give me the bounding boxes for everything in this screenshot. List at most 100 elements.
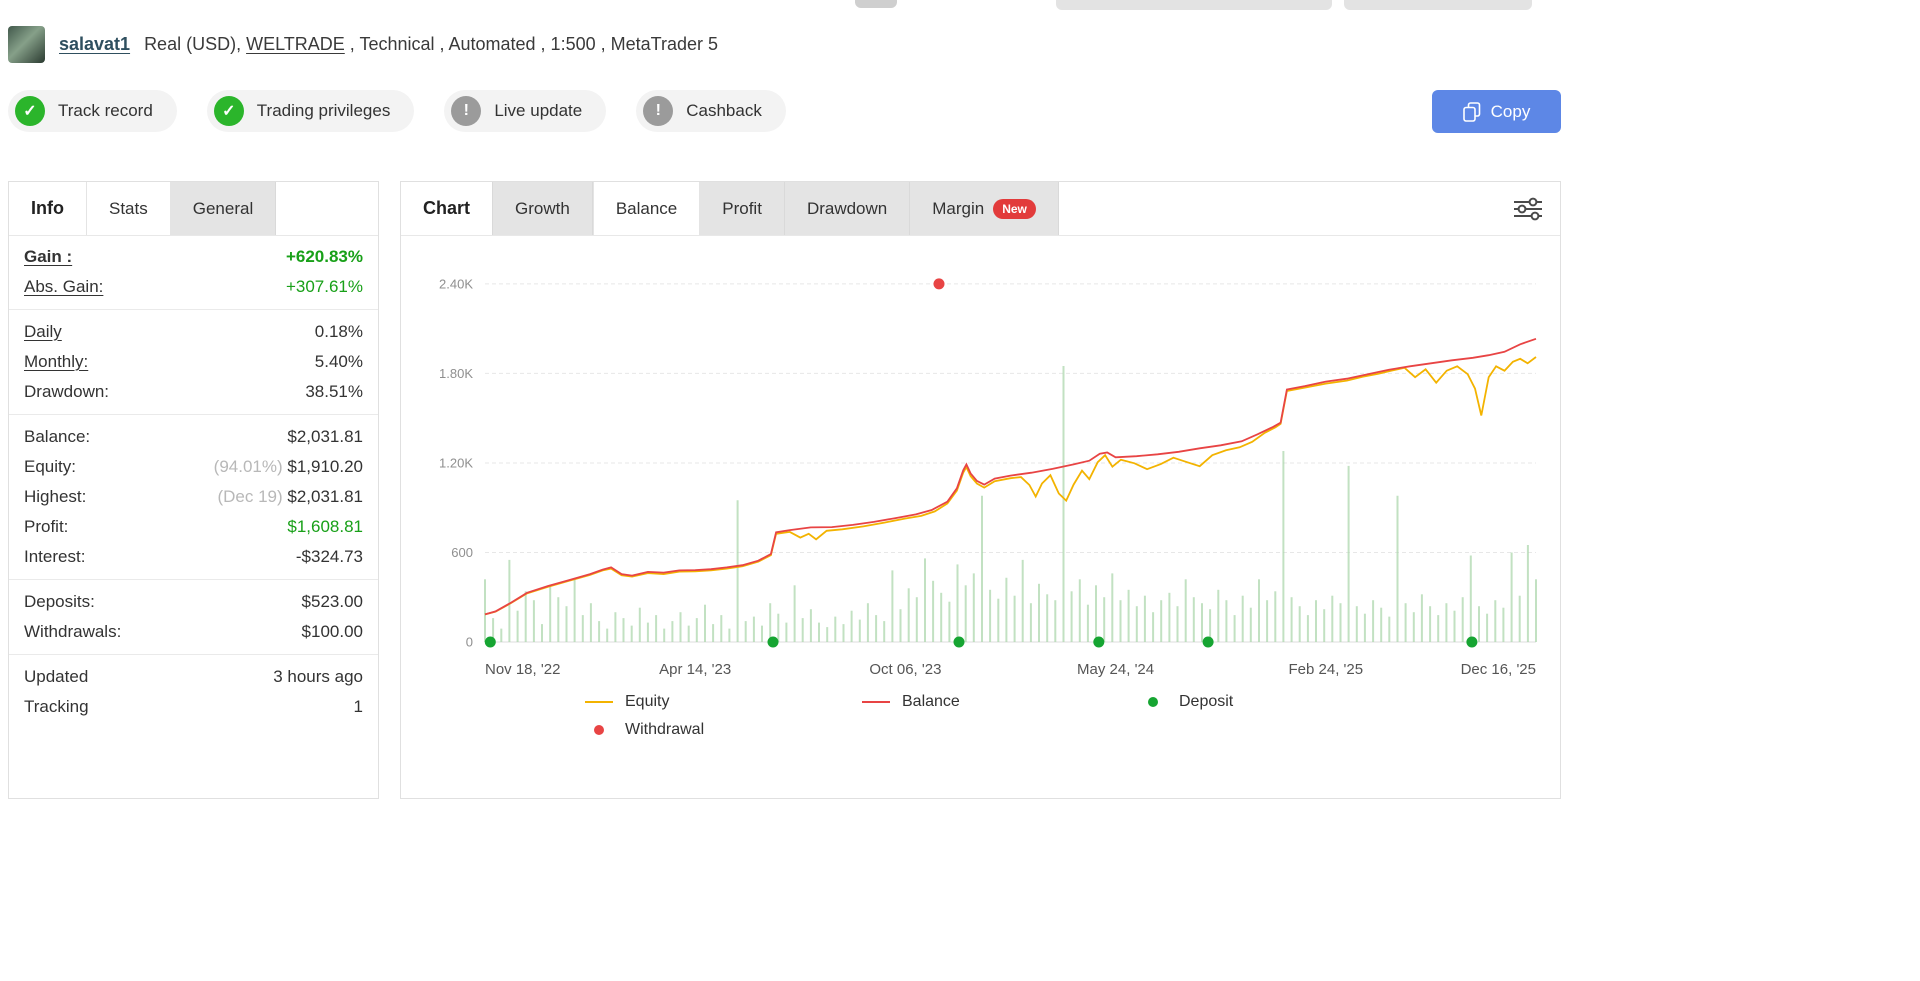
tab-drawdown[interactable]: Drawdown [784,182,911,235]
account-details: Real (USD), WELTRADE , Technical , Autom… [144,34,718,55]
cropped-toolbar-button [1056,0,1332,10]
info-circle-icon: ! [451,96,482,126]
stat-label[interactable]: Monthly: [24,352,89,371]
badge-label: Live update [494,101,583,120]
tab-balance[interactable]: Balance [592,182,701,235]
badge-trading-privileges[interactable]: ✓ Trading privileges [206,90,415,132]
legend-equity[interactable]: Equity [585,693,862,711]
stat-label[interactable]: Abs. Gain: [24,277,104,296]
equity-line [484,356,1537,616]
broker-link[interactable]: WELTRADE [246,34,345,54]
stat-value: 0.18% [314,322,363,341]
tab-growth[interactable]: Growth [492,182,593,235]
account-header: salavat1 Real (USD), WELTRADE , Technica… [8,26,1561,63]
tab-margin[interactable]: Margin New [910,182,1059,235]
legend-balance[interactable]: Balance [862,693,1139,711]
tab-label: Profit [722,198,762,218]
stat-row: Gain : +620.83% [24,242,363,272]
avatar[interactable] [8,26,45,63]
stat-value: 38.51% [305,382,363,401]
deposit-marker [767,636,779,648]
stat-note: (Dec 19) [217,487,283,506]
divider [9,414,378,415]
deposit-marker [1202,636,1214,648]
stat-value: $1,608.81 [287,517,363,536]
stat-value: (Dec 19) $2,031.81 [217,487,363,506]
svg-text:Apr 14, '23: Apr 14, '23 [659,661,731,678]
badge-cashback[interactable]: ! Cashback [636,90,786,132]
sliders-icon [1514,197,1542,224]
deposit-marker [953,636,965,648]
deposit-marker [1093,636,1105,648]
svg-text:2.40K: 2.40K [439,276,473,291]
stat-label[interactable]: Daily [24,322,62,341]
stat-label: Deposits: [24,592,95,611]
tab-stats[interactable]: Stats [86,182,171,235]
divider [9,654,378,655]
cropped-toolbar-button [855,0,897,8]
stat-value: 3 hours ago [273,667,363,686]
stat-value: $2,031.81 [287,427,363,446]
stat-value: 1 [353,697,363,716]
tab-label: Stats [109,198,148,218]
chart-panel-title: Chart [423,198,471,218]
svg-text:Nov 18, '22: Nov 18, '22 [485,661,560,678]
badges-row: ✓ Track record ✓ Trading privileges! Live up… [8,90,1561,132]
stat-value: +307.61% [285,277,363,296]
legend-label: Equity [625,693,670,710]
stat-row: Highest: (Dec 19) $2,031.81 [24,482,363,512]
legend-deposit[interactable]: Deposit [1139,693,1416,711]
tab-general[interactable]: General [170,182,277,235]
panels-row: Info Stats General Gain : +620.83% Abs. Gai… [8,181,1561,799]
stat-row: Balance: $2,031.81 [24,422,363,452]
info-panel: Info Stats General Gain : +620.83% Abs. Gai… [8,181,379,799]
legend-dot-swatch [594,725,604,735]
chart-body: 0 600 1.20K 1.80K 2.40K Nov 18, '22 Apr 14, '2… [401,236,1560,739]
stat-row: Tracking 1 [24,692,363,722]
stat-label: Drawdown: [24,382,110,401]
svg-text:1.80K: 1.80K [439,366,473,381]
info-circle-icon: ! [643,96,674,126]
stat-row: Withdrawals: $100.00 [24,617,363,647]
info-panel-title: Info [31,198,64,218]
legend-label: Withdrawal [625,721,705,738]
badge-track-record[interactable]: ✓ Track record [8,90,177,132]
balance-chart[interactable]: 0 600 1.20K 1.80K 2.40K Nov 18, '22 Apr 14, '2… [407,244,1552,684]
tab-label: Margin [932,198,985,218]
stat-label: Highest: [24,487,87,506]
tab-profit[interactable]: Profit [700,182,785,235]
stat-label: Profit: [24,517,69,536]
account-name-link[interactable]: salavat1 [59,34,131,54]
svg-text:0: 0 [466,635,473,650]
svg-text:600: 600 [451,545,473,560]
badge-live-update[interactable]: ! Live update [444,90,607,132]
stat-value: (94.01%) $1,910.20 [213,457,363,476]
copy-icon [1462,101,1481,122]
badge-label: Trading privileges [256,101,391,120]
legend-label: Deposit [1179,693,1234,710]
copy-button-label: Copy [1490,101,1531,121]
check-circle-icon: ✓ [213,96,244,126]
stat-label: Updated [24,667,89,686]
stat-value: 5.40% [314,352,363,371]
tab-label: Growth [515,198,570,218]
svg-text:Dec 16, '25: Dec 16, '25 [1461,661,1536,678]
stat-row: Interest: -$324.73 [24,542,363,572]
account-details-suffix: , Technical , Automated , 1:500 , MetaTr… [344,34,718,54]
svg-text:Feb 24, '25: Feb 24, '25 [1289,661,1364,678]
legend-withdrawal[interactable]: Withdrawal [585,721,862,739]
chart-settings-button[interactable] [1512,196,1544,224]
stat-row: Deposits: $523.00 [24,587,363,617]
stat-label[interactable]: Gain : [24,247,73,266]
stat-value: $523.00 [301,592,363,611]
stat-row: Drawdown: 38.51% [24,377,363,407]
stat-row: Monthly: 5.40% [24,347,363,377]
badge-label: Track record [58,101,153,120]
svg-text:May 24, '24: May 24, '24 [1077,661,1154,678]
stat-value: $100.00 [301,622,363,641]
tab-label: General [192,198,254,218]
check-circle-icon: ✓ [15,96,45,126]
copy-button[interactable]: Copy [1432,90,1561,133]
legend-line-swatch [585,701,613,703]
chart-panel: Chart Growth Balance Profit Drawdown Margin N… [400,181,1561,799]
